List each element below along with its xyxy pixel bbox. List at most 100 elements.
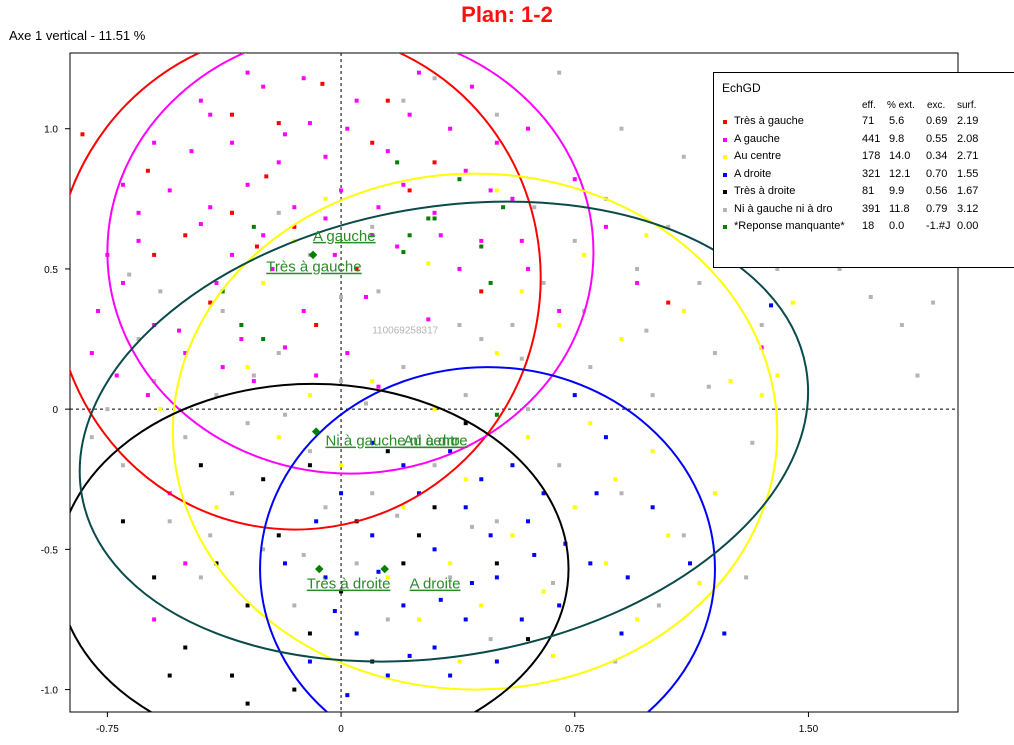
data-point xyxy=(292,224,297,229)
data-point xyxy=(395,244,400,249)
data-point xyxy=(307,659,312,664)
data-point xyxy=(245,70,250,75)
y-tick-label: 0.5 xyxy=(44,265,58,276)
data-point xyxy=(323,505,328,510)
data-point xyxy=(370,379,375,384)
data-point xyxy=(152,617,157,622)
data-point xyxy=(479,477,484,482)
data-point xyxy=(282,561,287,566)
data-point xyxy=(354,266,359,271)
data-point xyxy=(510,323,515,328)
data-point xyxy=(208,112,213,117)
data-point xyxy=(264,174,269,179)
centroid-marker xyxy=(315,564,324,574)
data-point xyxy=(89,351,94,356)
data-point xyxy=(230,112,235,117)
data-point xyxy=(750,440,755,445)
legend-item-surf: 1.55 xyxy=(957,167,979,180)
data-point xyxy=(519,356,524,361)
data-point xyxy=(432,463,437,468)
data-point xyxy=(385,617,390,622)
data-point xyxy=(401,505,406,510)
x-tick-label: 0.75 xyxy=(565,724,585,735)
confidence-ellipse xyxy=(106,53,595,475)
data-point xyxy=(307,449,312,454)
data-point xyxy=(354,98,359,103)
data-point xyxy=(426,216,431,221)
data-point xyxy=(245,701,250,706)
data-point xyxy=(457,659,462,664)
data-point xyxy=(488,188,493,193)
legend-marker xyxy=(723,120,727,124)
data-point xyxy=(239,323,244,328)
data-point xyxy=(323,154,328,159)
data-point xyxy=(354,561,359,566)
legend-item-label: Très à gauche xyxy=(734,115,804,127)
data-point xyxy=(541,280,546,285)
data-point xyxy=(183,351,188,356)
data-point xyxy=(230,140,235,145)
data-point xyxy=(89,435,94,440)
data-point xyxy=(532,205,537,210)
data-point xyxy=(775,373,780,378)
data-point xyxy=(177,328,182,333)
data-point xyxy=(644,328,649,333)
group-label: Au centre xyxy=(403,433,467,450)
data-point xyxy=(136,337,141,342)
data-point xyxy=(307,631,312,636)
data-point xyxy=(572,177,577,182)
data-point xyxy=(251,373,256,378)
data-point xyxy=(479,289,484,294)
data-point xyxy=(214,280,219,285)
data-point xyxy=(463,421,468,426)
data-point xyxy=(426,261,431,266)
data-point xyxy=(339,188,344,193)
legend-item-ext: 9.8 xyxy=(889,132,905,145)
data-point xyxy=(208,533,213,538)
data-point xyxy=(588,561,593,566)
data-point xyxy=(494,188,499,193)
legend-header-eff: eff. xyxy=(862,100,876,111)
x-tick-label: 0 xyxy=(338,724,344,735)
legend-item: *Reponse manquante* 18 0.0 -1.#J 0.00 xyxy=(714,220,1014,237)
data-point xyxy=(370,224,375,229)
data-point xyxy=(276,160,281,165)
data-point xyxy=(307,393,312,398)
data-point xyxy=(292,205,297,210)
data-point xyxy=(80,132,85,137)
data-point xyxy=(261,233,266,238)
legend-marker xyxy=(723,155,727,159)
data-point xyxy=(681,154,686,159)
legend-marker xyxy=(723,137,727,142)
data-point xyxy=(635,266,640,271)
data-point xyxy=(261,84,266,89)
data-point xyxy=(915,373,920,378)
y-tick-label: 1.0 xyxy=(44,125,58,136)
data-point xyxy=(759,393,764,398)
data-point xyxy=(666,533,671,538)
data-point xyxy=(432,547,437,552)
data-point xyxy=(198,222,203,227)
data-point xyxy=(931,300,936,305)
data-point xyxy=(370,533,375,538)
data-point xyxy=(282,132,287,137)
data-point xyxy=(666,300,671,305)
data-point xyxy=(251,379,256,384)
data-point xyxy=(183,645,188,650)
legend-item-eff: 18 xyxy=(862,220,875,232)
data-point xyxy=(488,280,493,285)
data-point xyxy=(775,266,780,271)
data-point xyxy=(588,365,593,370)
data-point xyxy=(364,401,368,406)
data-point xyxy=(301,308,306,313)
data-point xyxy=(613,477,618,482)
data-point xyxy=(376,569,381,574)
data-point xyxy=(744,575,749,580)
data-point xyxy=(550,581,555,586)
legend-item-surf: 0.00 xyxy=(957,220,979,232)
data-point xyxy=(261,477,266,482)
data-point xyxy=(837,266,842,271)
data-point xyxy=(494,519,499,524)
data-point xyxy=(656,603,661,608)
legend-header-ext: % ext. xyxy=(887,100,915,111)
